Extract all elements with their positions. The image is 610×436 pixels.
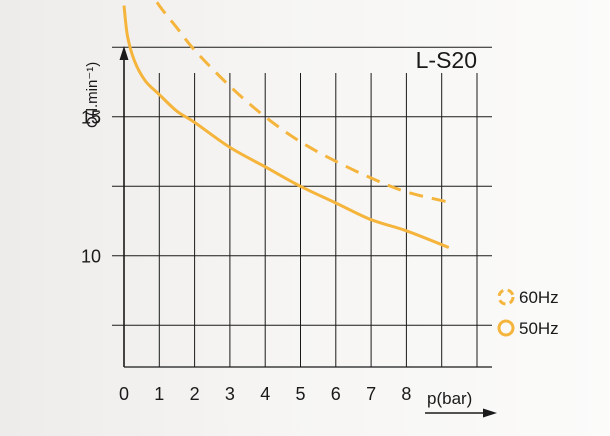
- y-axis-arrow: [119, 46, 129, 60]
- series-line-60hz: [153, 0, 453, 205]
- x-tick-label: 4: [260, 384, 270, 404]
- legend-marker-circle: [497, 319, 515, 337]
- chart-series: [122, 0, 453, 249]
- x-tick-label: 8: [401, 384, 411, 404]
- legend-marker-dashed-circle: [497, 288, 515, 306]
- x-tick-label: 5: [295, 384, 305, 404]
- x-tick-label: 1: [154, 384, 164, 404]
- chart-labels: 012345678201510Q(l.min⁻¹)p(bar)L-S20: [81, 47, 477, 408]
- x-axis-arrow: [483, 408, 497, 418]
- chart-axes: [119, 46, 497, 418]
- x-tick-label: 0: [119, 384, 129, 404]
- chart-legend: 60Hz 50Hz: [497, 288, 559, 338]
- y-tick-label: 10: [81, 246, 101, 266]
- x-tick-label: 6: [331, 384, 341, 404]
- chart-title: L-S20: [416, 47, 477, 73]
- legend-label: 60Hz: [519, 288, 559, 307]
- x-tick-label: 7: [366, 384, 376, 404]
- legend-label: 50Hz: [519, 319, 559, 338]
- x-tick-label: 3: [225, 384, 235, 404]
- x-axis-label: p(bar): [427, 389, 472, 408]
- x-tick-label: 2: [190, 384, 200, 404]
- series-line-50hz: [122, 5, 450, 249]
- y-axis-label: Q(l.min⁻¹): [84, 62, 101, 128]
- y-tick-label: 15: [81, 107, 101, 127]
